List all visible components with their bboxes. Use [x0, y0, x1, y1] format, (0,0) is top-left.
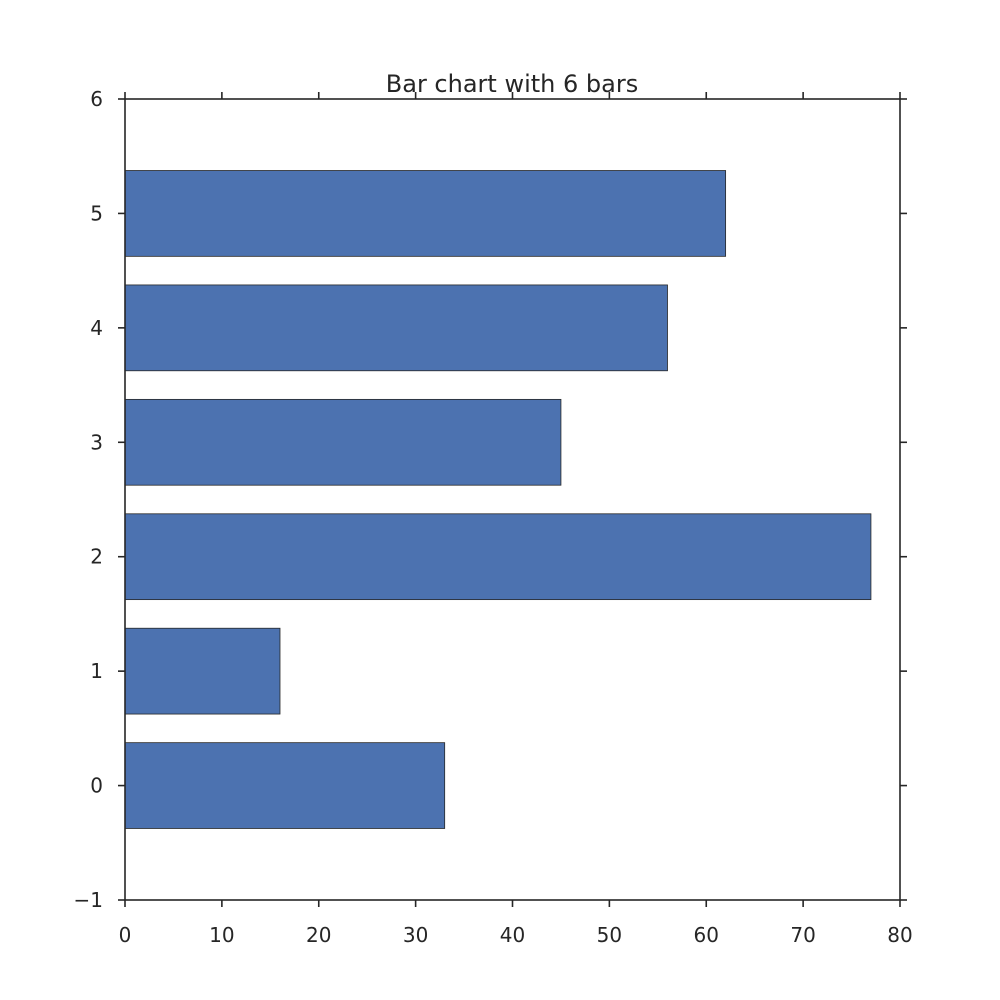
bar-3	[124, 398, 562, 486]
plot-frame	[124, 98, 901, 901]
x-tick-label: 60	[694, 923, 719, 947]
bars-group	[124, 170, 872, 829]
x-tick-label: 40	[500, 923, 525, 947]
y-tick-label: 3	[90, 430, 103, 454]
y-tick-label: 4	[90, 316, 103, 340]
y-tick-label: 2	[90, 545, 103, 569]
y-tick-label: 6	[90, 87, 103, 111]
x-tick-label: 20	[306, 923, 331, 947]
y-tick-labels: −1 0 1 2 3 4 5 6	[74, 87, 103, 912]
x-tick-label: 80	[887, 923, 912, 947]
bar-5	[124, 170, 727, 257]
x-tick-label: 0	[119, 923, 132, 947]
y-tick-label: −1	[74, 888, 103, 912]
y-tick-label: 0	[90, 774, 103, 798]
bar-2	[124, 513, 872, 601]
ticks-group	[118, 92, 907, 907]
x-tick-label: 10	[209, 923, 234, 947]
x-tick-labels: 0 10 20 30 40 50 60 70 80	[119, 923, 913, 947]
bar-0	[124, 742, 446, 829]
x-tick-label: 30	[403, 923, 428, 947]
y-tick-label: 1	[90, 659, 103, 683]
bar-1	[124, 627, 281, 715]
bar-4	[124, 284, 668, 372]
x-tick-label: 50	[597, 923, 622, 947]
x-tick-label: 70	[790, 923, 815, 947]
y-tick-label: 5	[90, 201, 103, 225]
